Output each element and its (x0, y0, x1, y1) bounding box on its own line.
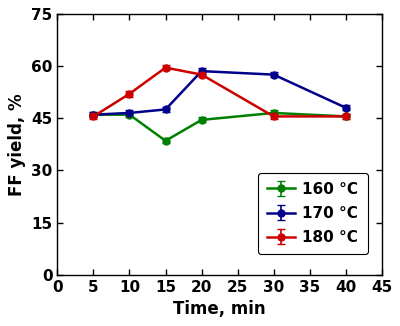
X-axis label: Time, min: Time, min (173, 300, 266, 319)
Y-axis label: FF yield, %: FF yield, % (8, 93, 26, 196)
Legend: 160 °C, 170 °C, 180 °C: 160 °C, 170 °C, 180 °C (258, 172, 368, 254)
